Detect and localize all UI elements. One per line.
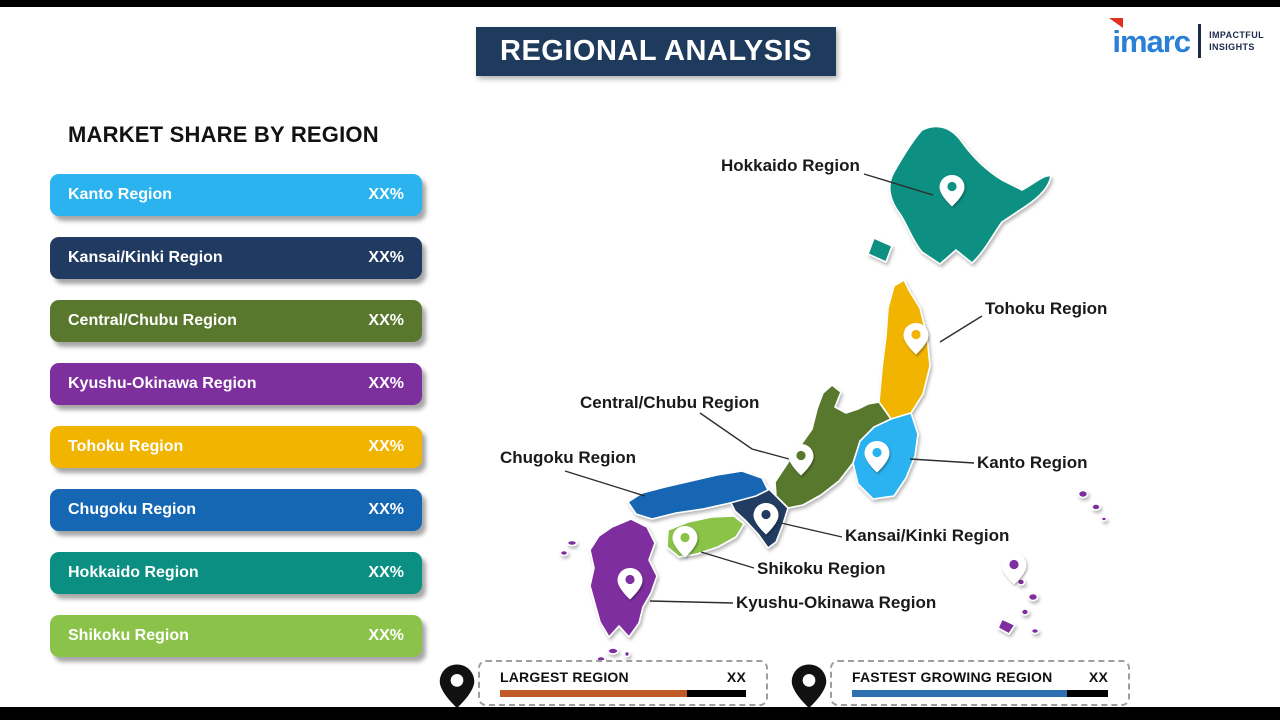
fastest-region-pin-icon bbox=[791, 664, 827, 709]
imarc-logo: imarc IMPACTFUL INSIGHTS bbox=[1109, 17, 1264, 59]
connector-hokkaido bbox=[863, 173, 934, 196]
kyushu-islet bbox=[623, 650, 631, 658]
market-share-heading: MARKET SHARE BY REGION bbox=[68, 122, 379, 147]
okinawa-islet bbox=[1016, 578, 1026, 586]
legend-pins bbox=[439, 664, 827, 709]
region-value: XX% bbox=[368, 186, 404, 203]
map-label-chugoku: Chugoku Region bbox=[500, 448, 636, 467]
label-connectors bbox=[564, 173, 983, 604]
region-label: Kansai/Kinki Region bbox=[68, 249, 223, 266]
goto-islet bbox=[559, 549, 569, 557]
logo-tagline-line1: IMPACTFUL bbox=[1209, 30, 1264, 40]
logo-tagline-line2: INSIGHTS bbox=[1209, 42, 1255, 52]
map-label-central-chubu: Central/Chubu Region bbox=[580, 393, 760, 412]
page-title: REGIONAL ANALYSIS bbox=[476, 27, 836, 76]
map-label-kansai-kinki: Kansai/Kinki Region bbox=[845, 526, 1010, 545]
okinawa-islet bbox=[1030, 627, 1040, 635]
market-share-bar-tohoku: Tohoku Region XX% bbox=[50, 426, 422, 468]
region-chubu bbox=[774, 384, 892, 509]
connector-tohoku bbox=[939, 315, 983, 343]
region-hokkaido-islet bbox=[867, 237, 893, 263]
largest-region-bar-black bbox=[686, 690, 746, 697]
pin-okinawa-icon bbox=[1001, 553, 1027, 585]
pin-tohoku-icon bbox=[903, 323, 929, 355]
largest-region-label: LARGEST REGION bbox=[500, 669, 629, 685]
logo-divider bbox=[1198, 24, 1202, 58]
connector-kansai bbox=[780, 522, 843, 538]
pin-kansai-icon bbox=[753, 503, 779, 535]
top-black-strip bbox=[0, 0, 1280, 7]
largest-region-value: XX bbox=[726, 669, 746, 685]
region-value: XX% bbox=[368, 312, 404, 329]
region-hokkaido bbox=[888, 125, 1052, 265]
region-label: Tohoku Region bbox=[68, 438, 184, 455]
market-share-bar-kanto: Kanto Region XX% bbox=[50, 174, 422, 216]
bottom-black-strip bbox=[0, 707, 1280, 720]
largest-region-legend: LARGEST REGION XX bbox=[478, 660, 768, 706]
fastest-region-bar-black bbox=[1067, 690, 1108, 697]
logo-brand-text: imarc bbox=[1112, 23, 1191, 59]
okinawa-islet bbox=[1020, 608, 1030, 616]
region-chugoku bbox=[627, 470, 769, 520]
region-value: XX% bbox=[368, 501, 404, 518]
logo-brand: imarc bbox=[1109, 17, 1191, 59]
amami-islet bbox=[1100, 516, 1108, 522]
region-label: Hokkaido Region bbox=[68, 564, 199, 581]
map-label-kanto: Kanto Region bbox=[977, 453, 1088, 472]
connector-kanto bbox=[909, 458, 975, 464]
region-value: XX% bbox=[368, 249, 404, 266]
amami-islet bbox=[1077, 489, 1089, 499]
market-share-bar-kansai: Kansai/Kinki Region XX% bbox=[50, 237, 422, 279]
logo-flag-icon bbox=[1109, 17, 1124, 28]
okinawa-islet bbox=[1027, 592, 1039, 602]
market-share-bar-hokkaido: Hokkaido Region XX% bbox=[50, 552, 422, 594]
map-label-tohoku: Tohoku Region bbox=[985, 299, 1108, 318]
pin-hokkaido-icon bbox=[939, 175, 965, 207]
region-value: XX% bbox=[368, 438, 404, 455]
fastest-region-label: FASTEST GROWING REGION bbox=[852, 669, 1053, 685]
region-label: Shikoku Region bbox=[68, 627, 189, 644]
largest-region-bar-colored bbox=[500, 690, 687, 697]
pin-kanto-icon bbox=[864, 441, 890, 473]
largest-region-bar bbox=[500, 690, 746, 697]
fastest-region-bar bbox=[852, 690, 1108, 697]
goto-islet bbox=[566, 539, 578, 547]
market-share-bar-kyushu: Kyushu-Okinawa Region XX% bbox=[50, 363, 422, 405]
region-label: Chugoku Region bbox=[68, 501, 196, 518]
region-label: Kyushu-Okinawa Region bbox=[68, 375, 257, 392]
market-share-bar-chugoku: Chugoku Region XX% bbox=[50, 489, 422, 531]
kyushu-islet bbox=[607, 647, 619, 655]
fastest-region-value: XX bbox=[1088, 669, 1108, 685]
amami-islet bbox=[1091, 503, 1101, 511]
region-value: XX% bbox=[368, 375, 404, 392]
region-value: XX% bbox=[368, 627, 404, 644]
market-share-list: Kanto Region XX% Kansai/Kinki Region XX%… bbox=[50, 174, 422, 657]
fastest-region-legend: FASTEST GROWING REGION XX bbox=[830, 660, 1130, 706]
map-label-kyushu-okinawa: Kyushu-Okinawa Region bbox=[736, 593, 937, 612]
logo-tagline: IMPACTFUL INSIGHTS bbox=[1209, 30, 1264, 52]
region-label: Central/Chubu Region bbox=[68, 312, 237, 329]
fastest-region-bar-colored bbox=[852, 690, 1068, 697]
largest-region-pin-icon bbox=[439, 664, 475, 709]
pin-kyushu-icon bbox=[617, 568, 643, 600]
region-label: Kanto Region bbox=[68, 186, 172, 203]
connector-shikoku bbox=[700, 551, 755, 569]
market-share-bar-chubu: Central/Chubu Region XX% bbox=[50, 300, 422, 342]
map-pins bbox=[617, 175, 1027, 600]
okinawa-main-islet bbox=[997, 618, 1016, 635]
connector-kyushu bbox=[649, 600, 734, 604]
pin-shikoku-icon bbox=[672, 526, 698, 558]
pin-chubu-icon bbox=[788, 444, 814, 476]
page-title-text: REGIONAL ANALYSIS bbox=[500, 35, 812, 67]
region-value: XX% bbox=[368, 564, 404, 581]
map-label-shikoku: Shikoku Region bbox=[757, 559, 886, 578]
region-tohoku bbox=[878, 279, 931, 420]
connector-chubu bbox=[699, 412, 790, 460]
map-label-hokkaido: Hokkaido Region bbox=[721, 156, 860, 175]
market-share-bar-shikoku: Shikoku Region XX% bbox=[50, 615, 422, 657]
connector-chugoku bbox=[564, 470, 646, 497]
